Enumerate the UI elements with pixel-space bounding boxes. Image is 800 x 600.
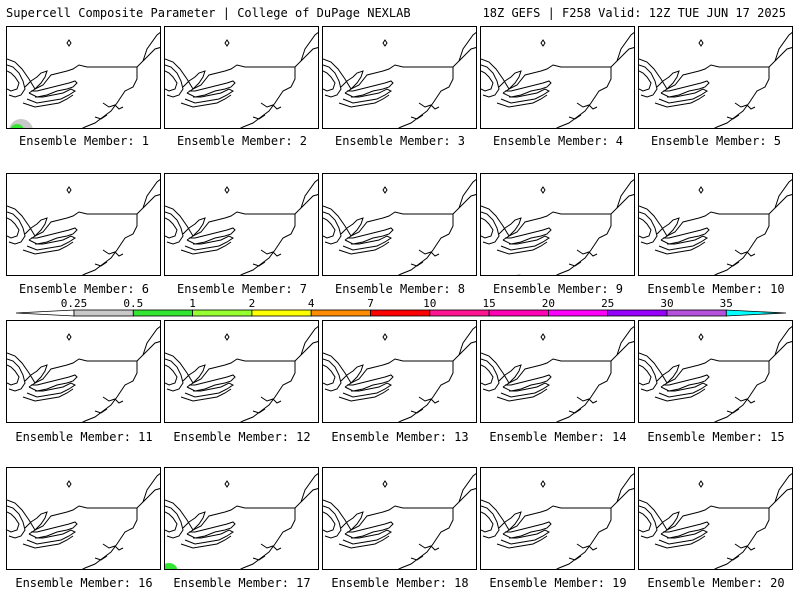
panel-label: Ensemble Member: 14	[489, 430, 627, 444]
map-outline	[7, 178, 160, 275]
colorbar-tick-label: 30	[660, 297, 674, 310]
colorbar-tick-label: 35	[719, 297, 733, 310]
colorbar-segment	[429, 309, 490, 317]
map-panel-member-5	[638, 26, 793, 129]
panel-label: Ensemble Member: 11	[15, 430, 153, 444]
map-title: Supercell Composite Parameter | College …	[6, 6, 411, 20]
map-panel-member-8	[322, 173, 477, 276]
map-panel-member-4	[480, 26, 635, 129]
panel-label: Ensemble Member: 13	[331, 430, 469, 444]
map-outline	[165, 31, 318, 128]
colorbar-tick-label: 0.25	[60, 297, 88, 310]
map-panel-member-6	[6, 173, 161, 276]
map-panel-member-18	[322, 467, 477, 570]
panel-label: Ensemble Member: 20	[647, 576, 785, 590]
colorbar-tick-label: 25	[601, 297, 615, 310]
map-outline	[323, 325, 476, 422]
map-panel-member-14	[480, 320, 635, 423]
colorbar-tick-label: 20	[541, 297, 556, 310]
panel-label: Ensemble Member: 9	[492, 282, 624, 296]
panel-label: Ensemble Member: 12	[173, 430, 311, 444]
map-panel-member-2	[164, 26, 319, 129]
colorbar-tick-label: 0.5	[123, 297, 144, 310]
map-panel-member-20	[638, 467, 793, 570]
panel-label: Ensemble Member: 5	[650, 134, 782, 148]
panel-label: Ensemble Member: 18	[331, 576, 469, 590]
colorbar-tick-label: 10	[423, 297, 437, 310]
panel-label: Ensemble Member: 3	[334, 134, 466, 148]
map-panel-member-3	[322, 26, 477, 129]
colorbar-tick-label: 15	[482, 297, 496, 310]
panel-label: Ensemble Member: 15	[647, 430, 785, 444]
map-outline	[481, 178, 634, 275]
colorbar-tick-label: 1	[189, 297, 196, 310]
panel-label: Ensemble Member: 6	[18, 282, 150, 296]
map-outline	[165, 178, 318, 275]
colorbar-left-arrow	[15, 309, 75, 317]
panel-label: Ensemble Member: 19	[489, 576, 627, 590]
map-outline	[165, 325, 318, 422]
colorbar-segment	[607, 309, 668, 317]
map-panel-member-13	[322, 320, 477, 423]
map-outline	[7, 31, 160, 128]
map-outline	[481, 472, 634, 569]
map-outline	[7, 325, 160, 422]
map-panel-member-7	[164, 173, 319, 276]
colorbar-segment	[488, 309, 549, 317]
panel-label: Ensemble Member: 7	[176, 282, 308, 296]
colorbar-right-arrow	[725, 309, 787, 317]
map-outline	[639, 472, 792, 569]
map-outline	[323, 472, 476, 569]
colorbar-segment	[666, 309, 727, 317]
map-panel-member-19	[480, 467, 635, 570]
map-panel-member-15	[638, 320, 793, 423]
panel-label: Ensemble Member: 1	[18, 134, 150, 148]
panel-label: Ensemble Member: 8	[334, 282, 466, 296]
colorbar-tick-label: 4	[307, 297, 315, 310]
map-outline	[481, 325, 634, 422]
colorbar-segment	[370, 309, 431, 317]
panel-label: Ensemble Member: 2	[176, 134, 308, 148]
colorbar-tick-label: 7	[367, 297, 374, 310]
panel-label: Ensemble Member: 10	[647, 282, 785, 296]
map-panel-member-1	[6, 26, 161, 129]
colorbar-segment	[132, 309, 194, 317]
map-panel-member-12	[164, 320, 319, 423]
colorbar-segment	[310, 309, 371, 317]
panel-label: Ensemble Member: 17	[173, 576, 311, 590]
map-outline	[639, 178, 792, 275]
panel-label: Ensemble Member: 4	[492, 134, 624, 148]
map-panel-member-10	[638, 173, 793, 276]
map-outline	[481, 31, 634, 128]
map-outline	[639, 325, 792, 422]
map-outline	[165, 472, 318, 569]
map-panel-member-9	[480, 173, 635, 276]
panel-label: Ensemble Member: 16	[15, 576, 153, 590]
map-outline	[323, 31, 476, 128]
map-panel-member-11	[6, 320, 161, 423]
colorbar-segment	[192, 309, 253, 317]
map-outline	[639, 31, 792, 128]
color-scale-bar	[15, 309, 787, 317]
map-outline	[7, 472, 160, 569]
colorbar-segment	[251, 309, 312, 317]
valid-time: 18Z GEFS | F258 Valid: 12Z TUE JUN 17 20…	[482, 6, 786, 20]
colorbar-segment	[73, 309, 134, 317]
map-outline	[323, 178, 476, 275]
map-panel-member-16	[6, 467, 161, 570]
colorbar-segment	[548, 309, 609, 317]
map-panel-member-17	[164, 467, 319, 570]
colorbar-tick-label: 2	[248, 297, 256, 310]
